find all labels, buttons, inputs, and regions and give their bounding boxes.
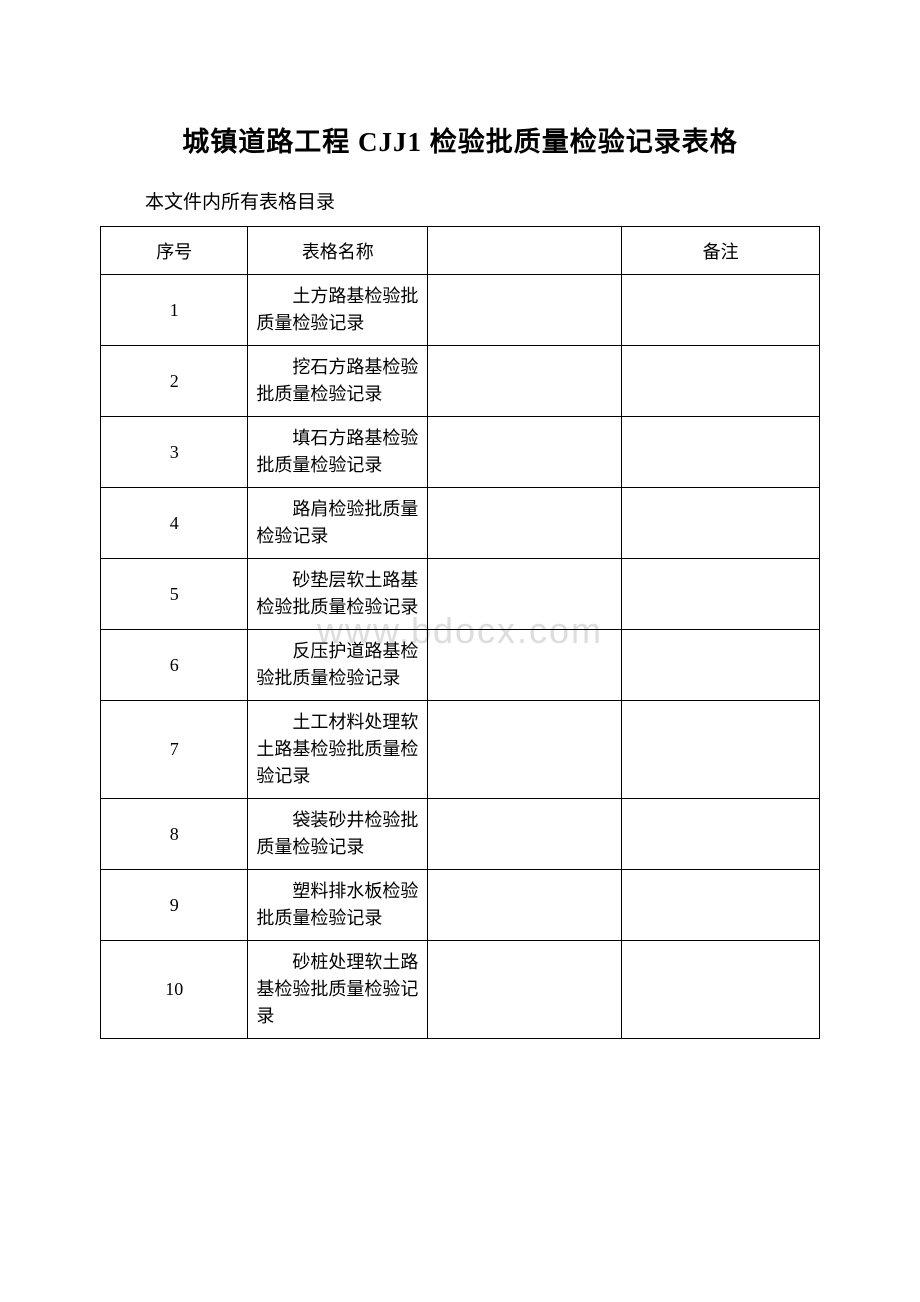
cell-seq: 1 [101, 275, 248, 346]
cell-empty [428, 630, 622, 701]
cell-seq: 9 [101, 870, 248, 941]
table-row: 8 袋装砂井检验批质量检验记录 [101, 799, 820, 870]
cell-seq: 5 [101, 559, 248, 630]
cell-remark [622, 630, 820, 701]
table-row: 10 砂桩处理软土路基检验批质量检验记录 [101, 941, 820, 1039]
cell-empty [428, 870, 622, 941]
document-content: 城镇道路工程 CJJ1 检验批质量检验记录表格 本文件内所有表格目录 序号 表格… [100, 120, 820, 1039]
table-header-row: 序号 表格名称 备注 [101, 227, 820, 275]
cell-remark [622, 275, 820, 346]
cell-remark [622, 701, 820, 799]
header-empty [428, 227, 622, 275]
cell-name: 挖石方路基检验批质量检验记录 [248, 346, 428, 417]
cell-seq: 2 [101, 346, 248, 417]
header-seq: 序号 [101, 227, 248, 275]
cell-empty [428, 488, 622, 559]
cell-name: 袋装砂井检验批质量检验记录 [248, 799, 428, 870]
cell-seq: 3 [101, 417, 248, 488]
page-subtitle: 本文件内所有表格目录 [100, 187, 820, 214]
table-row: 1 土方路基检验批质量检验记录 [101, 275, 820, 346]
cell-remark [622, 559, 820, 630]
cell-name: 土方路基检验批质量检验记录 [248, 275, 428, 346]
table-row: 7 土工材料处理软土路基检验批质量检验记录 [101, 701, 820, 799]
table-row: 5 砂垫层软土路基检验批质量检验记录 [101, 559, 820, 630]
page-title: 城镇道路工程 CJJ1 检验批质量检验记录表格 [100, 120, 820, 159]
catalog-table: 序号 表格名称 备注 1 土方路基检验批质量检验记录 2 挖石方路基检验批质量检… [100, 226, 820, 1039]
cell-seq: 6 [101, 630, 248, 701]
table-row: 3 填石方路基检验批质量检验记录 [101, 417, 820, 488]
cell-name: 砂桩处理软土路基检验批质量检验记录 [248, 941, 428, 1039]
cell-name: 反压护道路基检验批质量检验记录 [248, 630, 428, 701]
cell-empty [428, 346, 622, 417]
header-remark: 备注 [622, 227, 820, 275]
cell-remark [622, 799, 820, 870]
cell-name: 路肩检验批质量检验记录 [248, 488, 428, 559]
cell-name: 砂垫层软土路基检验批质量检验记录 [248, 559, 428, 630]
cell-remark [622, 346, 820, 417]
cell-seq: 10 [101, 941, 248, 1039]
cell-remark [622, 941, 820, 1039]
table-row: 2 挖石方路基检验批质量检验记录 [101, 346, 820, 417]
cell-empty [428, 417, 622, 488]
cell-name: 填石方路基检验批质量检验记录 [248, 417, 428, 488]
cell-empty [428, 701, 622, 799]
cell-seq: 7 [101, 701, 248, 799]
table-row: 6 反压护道路基检验批质量检验记录 [101, 630, 820, 701]
header-name: 表格名称 [248, 227, 428, 275]
cell-empty [428, 559, 622, 630]
cell-name: 塑料排水板检验批质量检验记录 [248, 870, 428, 941]
cell-empty [428, 275, 622, 346]
cell-seq: 4 [101, 488, 248, 559]
table-row: 4 路肩检验批质量检验记录 [101, 488, 820, 559]
cell-remark [622, 488, 820, 559]
cell-seq: 8 [101, 799, 248, 870]
cell-remark [622, 870, 820, 941]
cell-empty [428, 941, 622, 1039]
cell-name: 土工材料处理软土路基检验批质量检验记录 [248, 701, 428, 799]
cell-empty [428, 799, 622, 870]
table-body: 1 土方路基检验批质量检验记录 2 挖石方路基检验批质量检验记录 3 填石方路基… [101, 275, 820, 1039]
cell-remark [622, 417, 820, 488]
table-row: 9 塑料排水板检验批质量检验记录 [101, 870, 820, 941]
